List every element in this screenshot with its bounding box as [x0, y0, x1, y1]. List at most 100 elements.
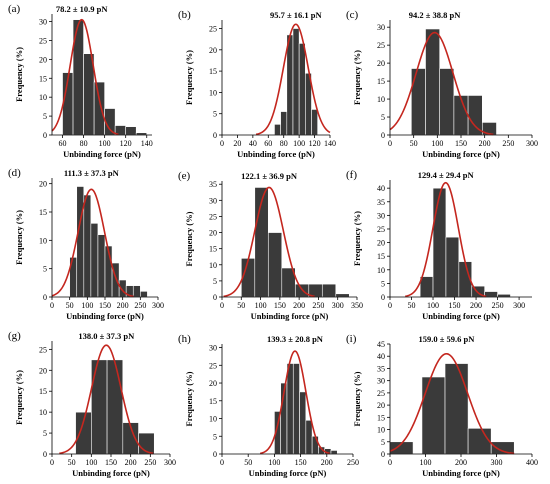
y-tick-label: 30: [209, 344, 217, 353]
x-tick-label: 50: [66, 301, 74, 310]
x-tick-label: 200: [321, 458, 333, 467]
y-tick-label: 35: [377, 198, 385, 207]
x-tick-label: 100: [85, 458, 97, 467]
x-tick-label: 200: [470, 301, 482, 310]
x-tick-label: 350: [351, 301, 363, 310]
x-tick-label: 80: [80, 139, 88, 148]
y-tick-label: 10: [377, 95, 385, 104]
histogram-bar: [274, 124, 281, 136]
histogram-bar: [292, 28, 300, 136]
y-tick-label: 0: [381, 293, 385, 302]
histogram-bar: [467, 428, 492, 455]
y-tick-label: 20: [39, 180, 47, 189]
histogram-bar: [335, 293, 350, 298]
y-tick-label: 10: [209, 88, 217, 97]
histogram-bar: [305, 419, 313, 455]
x-tick-label: 300: [513, 301, 525, 310]
mean-annotation: 95.7 ± 16.1 pN: [270, 10, 323, 20]
histogram-bar: [97, 234, 106, 298]
y-tick-label: 5: [43, 112, 47, 121]
y-tick-label: 0: [381, 450, 385, 459]
x-tick-label: 300: [164, 458, 176, 467]
x-axis-label: Unbinding force (pN): [251, 311, 329, 321]
histogram-bar: [419, 276, 434, 298]
y-tick-label: 35: [377, 364, 385, 373]
mean-annotation: 129.4 ± 29.4 pN: [418, 170, 475, 180]
x-tick-label: 60: [264, 139, 272, 148]
y-tick-label: 15: [209, 67, 217, 76]
histogram-bar: [467, 95, 483, 136]
mean-annotation: 159.0 ± 59.6 pN: [418, 334, 475, 344]
y-tick-label: 5: [213, 110, 217, 119]
histogram-bar: [267, 232, 283, 298]
histogram-bar: [330, 450, 338, 455]
y-tick-label: 10: [377, 426, 385, 435]
y-tick-label: 30: [39, 18, 47, 27]
panel-letter: (h): [178, 333, 191, 345]
y-tick-label: 15: [209, 397, 217, 406]
gaussian-fit-curve: [259, 350, 331, 455]
y-tick-label: 45: [377, 340, 385, 349]
histogram-bar: [91, 359, 108, 455]
x-tick-label: 50: [408, 301, 416, 310]
x-tick-label: 250: [347, 458, 359, 467]
x-tick-label: 200: [293, 301, 305, 310]
x-tick-label: 150: [274, 301, 286, 310]
panel-letter: (e): [178, 170, 191, 182]
y-tick-label: 15: [209, 245, 217, 254]
y-tick-label: 0: [43, 131, 47, 140]
panel-letter: (f): [346, 169, 357, 181]
mean-annotation: 111.3 ± 37.3 pN: [64, 168, 120, 178]
histogram-bar: [490, 441, 515, 455]
x-tick-label: 300: [152, 301, 164, 310]
x-tick-label: 250: [144, 458, 156, 467]
x-axis-label: Unbinding force (pN): [66, 311, 144, 321]
y-tick-label: 5: [43, 265, 47, 274]
gaussian-fit-curve: [389, 353, 515, 455]
x-tick-label: 140: [141, 139, 153, 148]
x-tick-label: 250: [492, 301, 504, 310]
y-tick-label: 5: [213, 432, 217, 441]
y-tick-label: 10: [209, 415, 217, 424]
y-tick-label: 20: [377, 401, 385, 410]
y-tick-label: 25: [209, 25, 217, 34]
y-tick-label: 40: [377, 352, 385, 361]
histogram-bar: [286, 363, 294, 455]
y-tick-label: 0: [213, 450, 217, 459]
mean-annotation: 139.3 ± 20.8 pN: [267, 334, 324, 344]
histogram-bar: [299, 391, 307, 455]
x-tick-label: 150: [105, 458, 117, 467]
x-tick-label: 300: [526, 139, 538, 148]
x-axis-label: Unbinding force (pN): [63, 149, 141, 159]
chart-panel-f: 0 50 100 150 200 250 300 0 5 10 15 20 25 30 35 40 Unbind…: [346, 169, 532, 321]
chart-panel-b: 0 20 40 60 80 100 120 140 0 5 10 15 20 25 Unbinding fo…: [178, 9, 336, 159]
histogram-bar: [421, 376, 446, 455]
x-tick-label: 0: [220, 301, 224, 310]
chart-panel-e: 0 50 100 150 200 250 300 350 0 5 10 15 20 25 30 35 Unbin…: [178, 170, 363, 321]
y-tick-label: 20: [377, 59, 385, 68]
x-tick-label: 140: [324, 139, 336, 148]
x-tick-label: 300: [491, 458, 503, 467]
histogram-bar: [298, 43, 306, 136]
chart-panel-d: 0 50 100 150 200 250 300 0 5 10 15 20 Unbinding forc…: [8, 167, 164, 321]
panel-letter: (d): [8, 167, 21, 179]
histogram-bar: [90, 223, 99, 298]
x-tick-label: 100: [427, 301, 439, 310]
x-tick-label: 50: [410, 139, 418, 148]
gaussian-fit-curve: [389, 31, 494, 136]
y-tick-label: 20: [39, 55, 47, 64]
x-tick-label: 80: [280, 139, 288, 148]
panel-letter: (i): [346, 333, 357, 345]
y-axis-label: Frequency (%): [184, 50, 194, 105]
y-tick-label: 15: [377, 252, 385, 261]
x-tick-label: 60: [59, 139, 67, 148]
y-tick-label: 15: [377, 77, 385, 86]
mean-annotation: 94.2 ± 38.8 pN: [409, 10, 462, 20]
gaussian-fit-curve: [405, 181, 487, 298]
histogram-bar: [76, 186, 85, 298]
x-axis-label: Unbinding force (pN): [72, 468, 150, 478]
histogram-bar: [125, 126, 137, 136]
y-tick-label: 20: [209, 379, 217, 388]
x-tick-label: 0: [388, 458, 392, 467]
y-axis-label: Frequency (%): [184, 211, 194, 266]
